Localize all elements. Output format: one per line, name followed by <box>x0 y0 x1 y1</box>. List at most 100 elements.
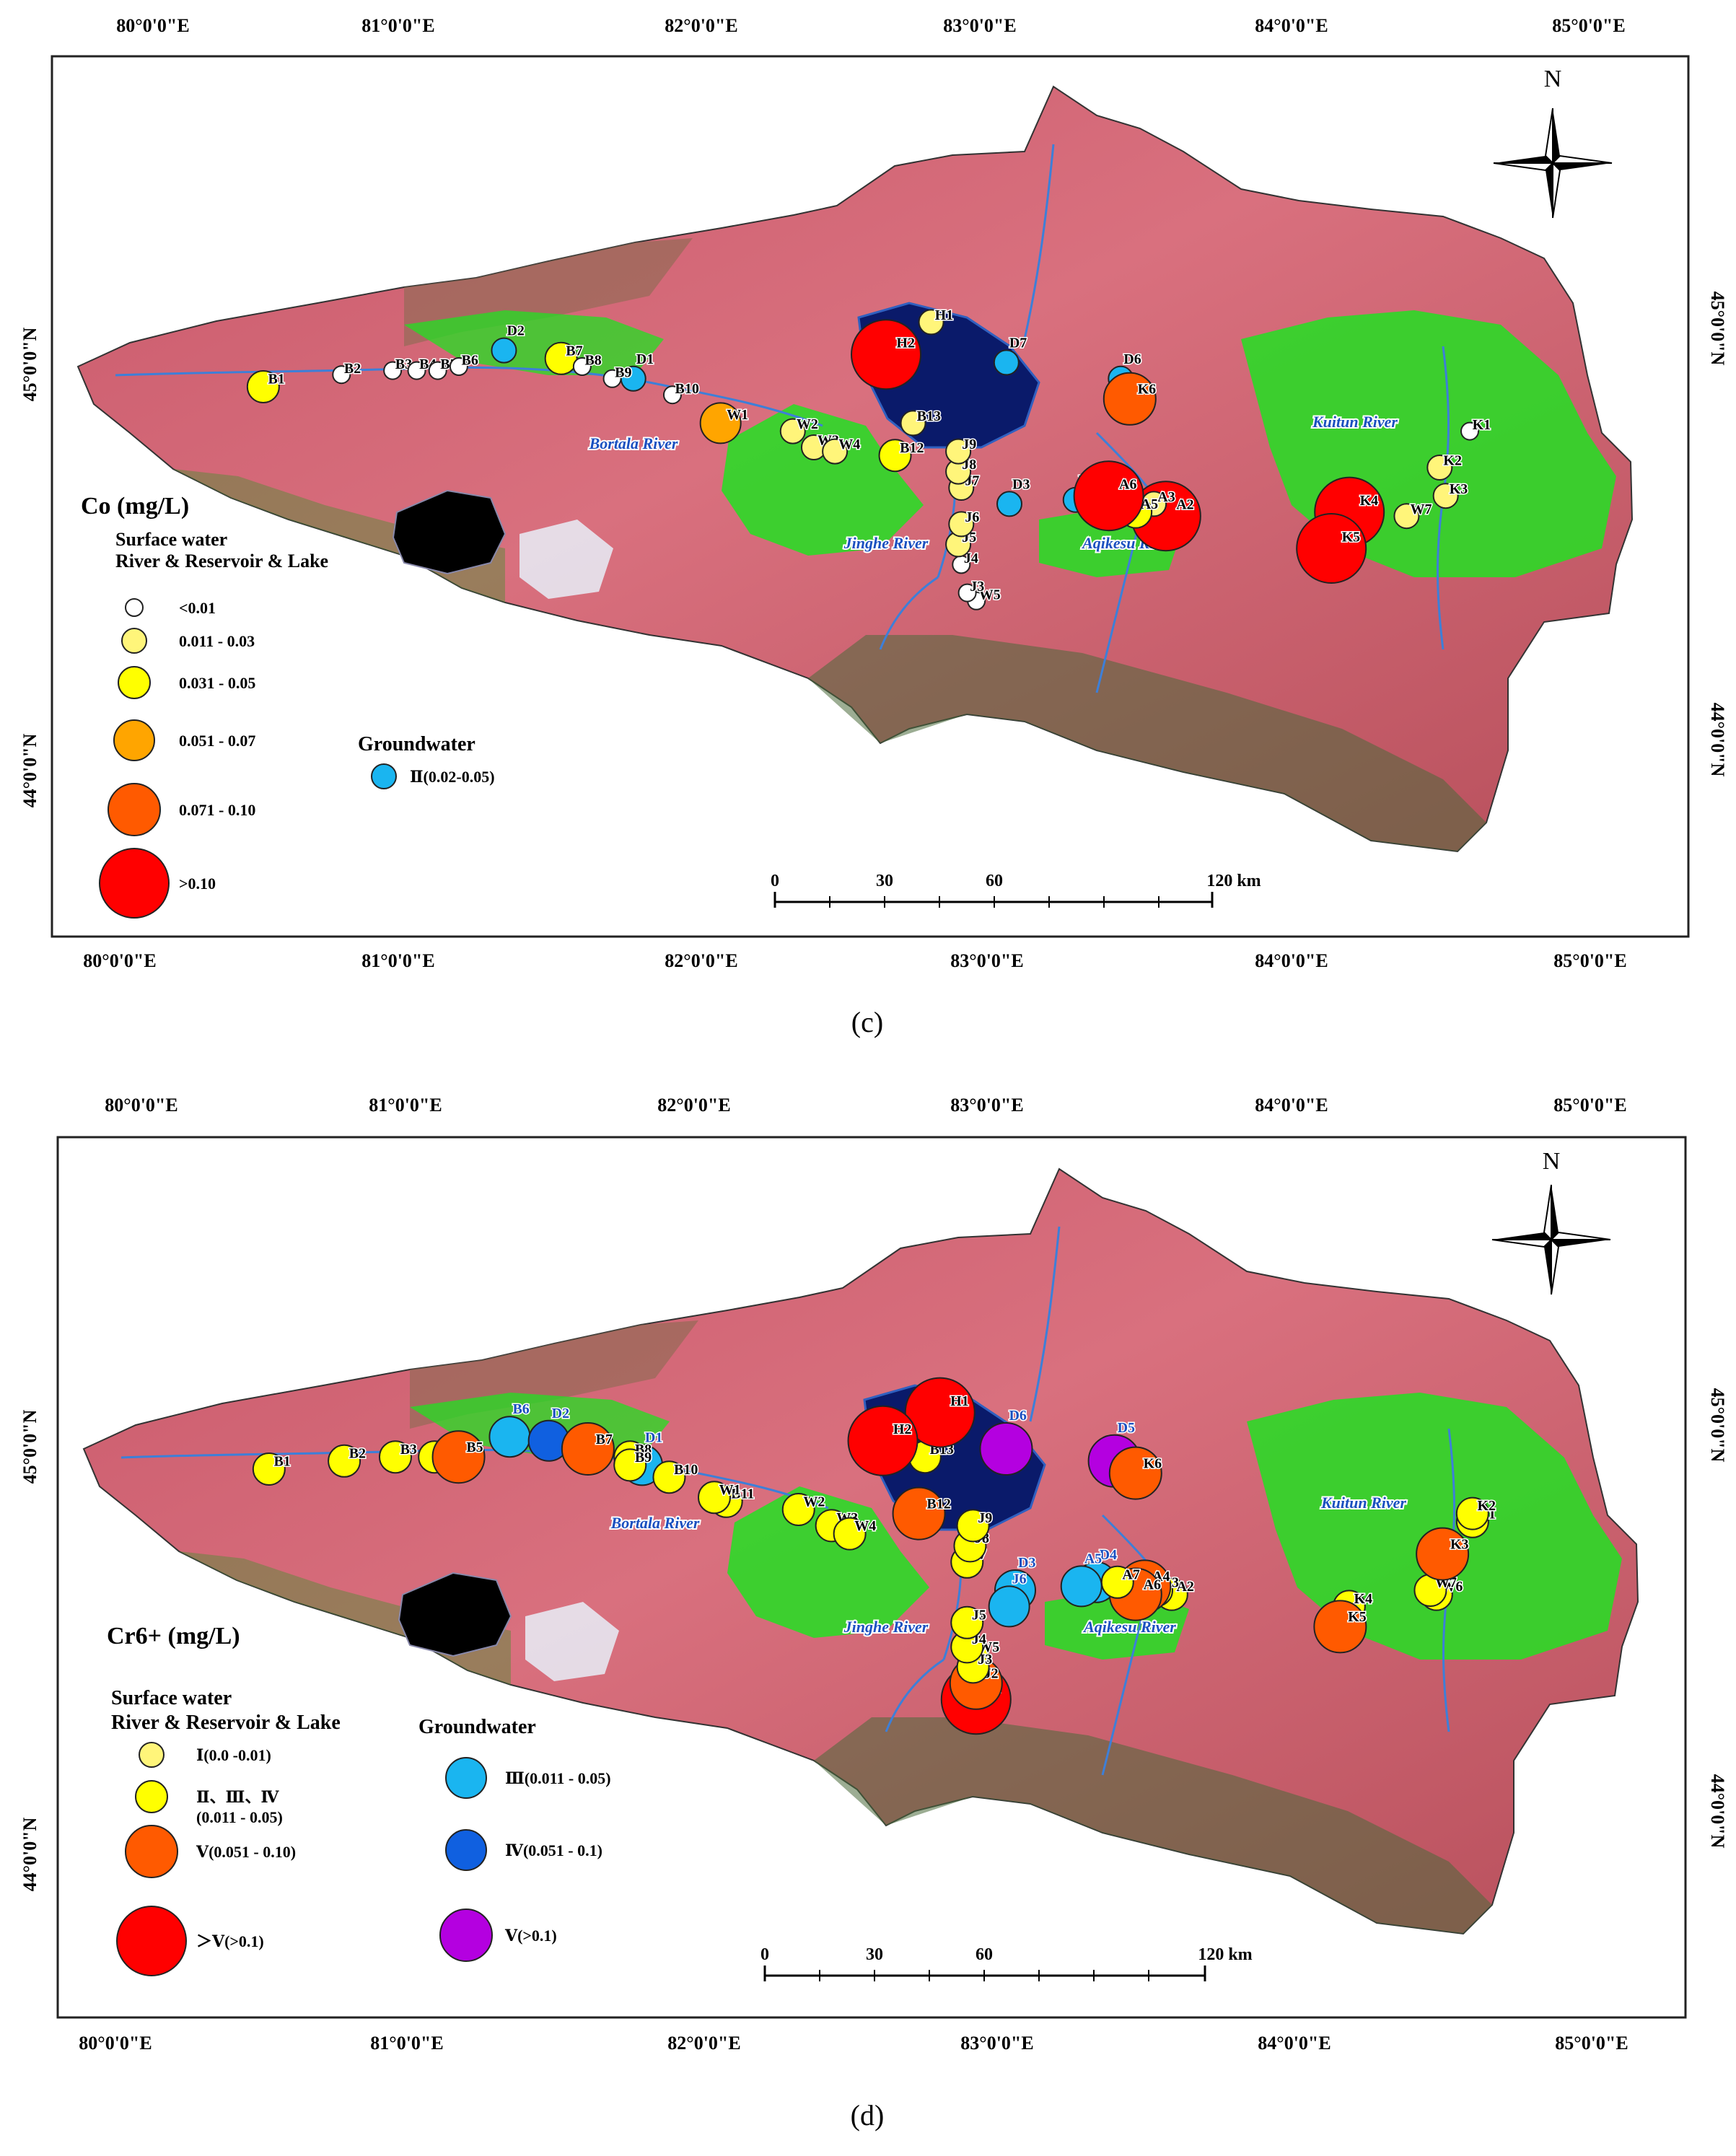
surface-sample-marker <box>428 361 447 380</box>
lon-label: 81°0'0"E <box>370 2033 443 2054</box>
sample-label: K6 <box>1138 382 1157 398</box>
lon-label: 84°0'0"E <box>1255 15 1328 36</box>
sample-label: B1 <box>273 1454 290 1470</box>
surface-sample-marker <box>900 410 926 437</box>
legend-label: Ⅳ(0.051 - 0.1) <box>505 1841 602 1859</box>
sample-label: B12 <box>900 440 924 456</box>
surface-sample-marker <box>1426 455 1453 481</box>
lon-label: 84°0'0"E <box>1255 950 1328 971</box>
surface-sample-marker <box>1296 513 1367 584</box>
surface-sample-marker <box>1432 483 1459 509</box>
vegetation-zone <box>404 310 664 375</box>
legend-swatch <box>99 848 170 919</box>
mountain-zone <box>814 1717 1492 1934</box>
surface-sample-marker <box>602 369 622 388</box>
river-label: Jinghe River <box>843 1618 929 1636</box>
scale-tick: 0 <box>771 872 779 890</box>
legend-label: (0.011 - 0.05) <box>196 1808 283 1826</box>
sample-label: B10 <box>675 381 699 397</box>
surface-sample-marker <box>431 1430 486 1484</box>
river-label: Kuitun River <box>1312 413 1398 431</box>
sample-label: B9 <box>615 364 631 380</box>
groundwater-sample-marker <box>488 1416 531 1458</box>
sample-label: D2 <box>507 323 524 339</box>
sample-label: H1 <box>935 307 954 323</box>
sample-label: B12 <box>926 1496 950 1512</box>
sample-label: D2 <box>552 1406 569 1421</box>
legend-label: Ⅰ(0.0 -0.01) <box>196 1746 271 1764</box>
sample-label: K5 <box>1348 1609 1367 1625</box>
surface-sample-marker <box>252 1452 286 1486</box>
surface-sample-marker <box>1460 421 1480 441</box>
lat-label: 44°0'0"N <box>1707 703 1728 777</box>
surface-sample-marker <box>948 511 975 538</box>
groundwater-sample-marker <box>1060 1565 1102 1608</box>
river-label: Aqikesu River <box>1082 1618 1176 1636</box>
lon-label: 83°0'0"E <box>960 2033 1033 2054</box>
legend-heading: River & Reservoir & Lake <box>115 551 328 571</box>
sample-label: K3 <box>1450 481 1468 497</box>
surface-sample-marker <box>851 319 922 390</box>
sample-label: W2 <box>797 416 818 432</box>
legend-swatch <box>116 1906 187 1976</box>
sample-label: B10 <box>674 1462 698 1478</box>
surface-sample-marker <box>698 1481 731 1515</box>
lon-label: 83°0'0"E <box>950 950 1023 971</box>
surface-sample-marker <box>892 1486 946 1541</box>
surface-sample-marker <box>781 1493 815 1526</box>
mountain-zone <box>179 1551 511 1685</box>
panel-caption: (c) <box>851 1006 883 1038</box>
lon-label: 83°0'0"E <box>943 15 1016 36</box>
lon-label: 81°0'0"E <box>361 950 434 971</box>
surface-sample-marker <box>1416 1527 1470 1581</box>
legend-label: 0.031 - 0.05 <box>179 674 255 692</box>
surface-sample-marker <box>956 1509 990 1543</box>
lon-label: 82°0'0"E <box>665 950 737 971</box>
lat-label: 44°0'0"N <box>19 733 40 807</box>
river-label: Kuitun River <box>1320 1494 1406 1512</box>
surface-sample-marker <box>945 438 972 465</box>
legend-swatch <box>439 1909 493 1962</box>
mountain-zone <box>173 469 505 602</box>
sample-label: H1 <box>950 1393 969 1409</box>
sample-label: W1 <box>727 407 748 423</box>
lat-label: 44°0'0"N <box>19 1817 40 1891</box>
groundwater-sample-marker <box>996 491 1022 517</box>
surface-sample-marker <box>699 402 742 444</box>
snow-cover <box>520 520 613 599</box>
sample-label: B3 <box>400 1442 417 1458</box>
sample-label: K4 <box>1360 493 1379 509</box>
sample-label: A2 <box>1176 1579 1193 1595</box>
north-label: N <box>1544 66 1562 92</box>
lon-label: 81°0'0"E <box>361 15 434 36</box>
legend-heading: Groundwater <box>418 1716 536 1738</box>
sample-label: K2 <box>1443 453 1462 469</box>
sample-label: J6 <box>965 509 979 525</box>
legend-heading: Groundwater <box>358 733 475 755</box>
sample-label: D4 <box>1100 1547 1117 1563</box>
legend-label: 0.011 - 0.03 <box>179 632 255 650</box>
sample-label: J9 <box>978 1510 992 1526</box>
sample-label: D7 <box>1009 335 1027 351</box>
lat-label: 45°0'0"N <box>19 1409 40 1484</box>
legend-swatch <box>121 628 147 654</box>
legend-heading: Surface water <box>111 1687 232 1709</box>
surface-sample-marker <box>613 1448 647 1482</box>
surface-sample-marker <box>950 1605 984 1639</box>
vegetation-zone <box>722 404 924 556</box>
legend-label: Ⅲ(0.011 - 0.05) <box>505 1769 611 1787</box>
sample-markers: B6D1D2D3D4D5D6A5J6B1B2B3B4B5B7B8B9B10B11… <box>252 1377 1497 1735</box>
scale-tick: 120 km <box>1206 872 1261 890</box>
legend-heading: Surface water <box>115 529 227 550</box>
sample-label: K3 <box>1450 1536 1469 1552</box>
sample-label: W7 <box>1411 501 1432 517</box>
sample-label: K2 <box>1477 1498 1496 1514</box>
sample-label: J9 <box>962 437 976 452</box>
sample-label: A7 <box>1122 1566 1139 1582</box>
legend-title: Co (mg/L) <box>81 493 189 520</box>
sample-label: H2 <box>893 1421 912 1437</box>
surface-sample-marker <box>332 365 351 385</box>
sample-label: J3 <box>970 579 984 595</box>
